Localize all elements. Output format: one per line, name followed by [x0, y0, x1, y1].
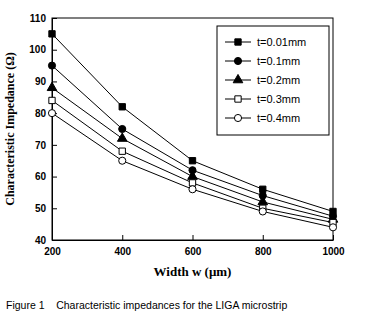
tick-label: 50 [35, 203, 47, 214]
tick-mark [52, 240, 57, 241]
tick: 800 [255, 235, 272, 257]
tick-label: 40 [35, 235, 47, 246]
chart: 200 400 600 800 1000 40 50 60 70 80 90 100 110 t=0.01… [0, 0, 381, 323]
marker [189, 180, 195, 186]
marker [189, 158, 195, 164]
title: Figure 1 Characteristic impedances for t… [6, 299, 287, 311]
marker [47, 82, 57, 90]
legend-marker [233, 74, 243, 82]
tick-label: 70 [35, 140, 47, 151]
legend-item: t=0.01mm [225, 36, 306, 48]
tick-label: 90 [35, 76, 47, 87]
legend-box [217, 26, 329, 135]
legend-item: t=0.1mm [225, 55, 300, 67]
legend-label: t=0.01mm [257, 36, 306, 48]
y-axis-title: Characteristic Impedance (Ω) [3, 52, 17, 206]
tick-mark [52, 81, 57, 82]
plot: 200 400 600 800 1000 40 50 60 70 80 90 100 110 t=0.01… [29, 13, 345, 257]
legend-marker [235, 39, 241, 45]
marker [260, 186, 266, 192]
marker [119, 148, 125, 154]
tick: 110 [30, 13, 57, 24]
legend-item: t=0.3mm [225, 93, 300, 105]
tick: 600 [185, 235, 202, 257]
tick-label: 800 [255, 246, 272, 257]
tick-label: 110 [30, 13, 47, 24]
tick: 60 [35, 171, 57, 182]
tick-label: 1000 [322, 246, 345, 257]
marker [119, 104, 125, 110]
tick-mark [52, 208, 57, 209]
tick: 1000 [322, 235, 345, 257]
legend-marker [234, 114, 241, 121]
axis-line [53, 240, 334, 241]
tick-label: 80 [35, 108, 47, 119]
marker [119, 157, 126, 164]
legend-marker [235, 96, 241, 102]
marker [329, 224, 336, 231]
tick-label: 600 [185, 246, 202, 257]
legend-item: t=0.4mm [225, 112, 300, 124]
tick-label: 60 [35, 171, 47, 182]
tick-mark [52, 50, 57, 51]
tick-mark [333, 235, 334, 240]
tick: 40 [35, 235, 57, 246]
legend-label: t=0.4mm [257, 112, 300, 124]
tick-mark [263, 235, 264, 240]
tick-mark [52, 18, 57, 19]
y-axis: 40 50 60 70 80 90 100 110 [29, 13, 57, 246]
tick: 50 [35, 203, 57, 214]
marker [119, 125, 126, 132]
tick: 400 [114, 235, 131, 257]
x-axis-title: Width w (μm) [154, 264, 232, 279]
x-axis: 200 400 600 800 1000 [44, 235, 345, 257]
tick-label: 100 [29, 44, 46, 55]
plot-frame [52, 18, 333, 240]
legend-marker [234, 57, 241, 64]
tick-label: 200 [44, 246, 61, 257]
marker [48, 110, 55, 117]
marker [48, 62, 55, 69]
legend-item: t=0.2mm [225, 74, 300, 86]
tick-label: 400 [114, 246, 131, 257]
marker [259, 208, 266, 215]
series-line [52, 100, 333, 222]
marker [188, 171, 198, 179]
legend-label: t=0.1mm [257, 55, 300, 67]
legend-label: t=0.3mm [257, 93, 300, 105]
marker [117, 133, 127, 141]
legend-label: t=0.2mm [257, 74, 300, 86]
axis-line [52, 19, 53, 241]
tick-mark [122, 235, 123, 240]
marker [49, 97, 55, 103]
tick-mark [52, 177, 57, 178]
tick: 70 [35, 140, 57, 151]
tick-mark [193, 235, 194, 240]
marker [189, 186, 196, 193]
legend: t=0.01mm t=0.1mm t=0.2mm t=0.3mm t=0.4mm [217, 26, 329, 135]
series-line [52, 34, 333, 212]
marker [258, 196, 268, 204]
tick-mark [52, 145, 57, 146]
tick: 80 [35, 108, 57, 119]
marker [49, 31, 55, 37]
tick: 100 [29, 44, 57, 55]
